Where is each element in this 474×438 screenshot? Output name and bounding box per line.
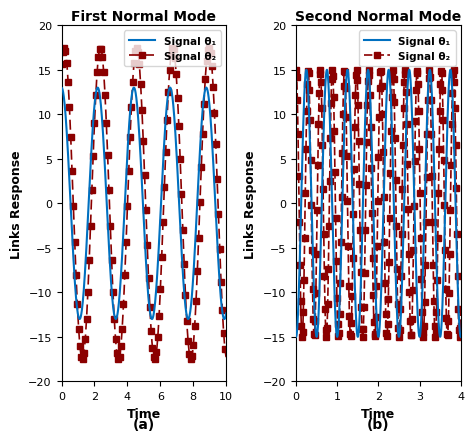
Signal θ₂ bbox=[191, 344, 196, 350]
X-axis label: Time: Time bbox=[127, 407, 161, 420]
Signal θ₁ bbox=[221, 317, 227, 322]
Legend: Signal θ₁, Signal θ₂: Signal θ₁, Signal θ₂ bbox=[359, 32, 456, 67]
Signal θ₁ bbox=[187, 311, 193, 317]
Signal θ₁ bbox=[125, 139, 131, 145]
Signal θ₂ bbox=[172, 55, 178, 60]
Line: Signal θ₁: Signal θ₁ bbox=[296, 71, 461, 337]
Line: Signal θ₂: Signal θ₂ bbox=[58, 45, 229, 362]
Signal θ₁ bbox=[59, 86, 64, 91]
Signal θ₂ bbox=[360, 335, 365, 340]
Signal θ₁ bbox=[365, 68, 371, 73]
Signal θ₂ bbox=[59, 63, 64, 68]
Y-axis label: Links Response: Links Response bbox=[10, 150, 23, 258]
Signal θ₁ bbox=[293, 335, 299, 340]
Signal θ₂ bbox=[458, 309, 464, 314]
Signal θ₁ bbox=[360, 213, 365, 219]
Signal θ₂ bbox=[126, 182, 131, 187]
Signal θ₁ bbox=[366, 71, 372, 76]
Signal θ₁ bbox=[223, 311, 229, 316]
Signal θ₂ bbox=[425, 114, 430, 119]
Signal θ₁ bbox=[458, 335, 464, 340]
Signal θ₁ bbox=[422, 204, 428, 209]
Text: (a): (a) bbox=[133, 417, 155, 431]
Signal θ₁ bbox=[190, 280, 196, 286]
Y-axis label: Links Response: Links Response bbox=[244, 150, 257, 258]
Signal θ₂ bbox=[422, 299, 428, 304]
Signal θ₂ bbox=[406, 281, 412, 286]
Signal θ₁ bbox=[131, 86, 137, 91]
Text: (b): (b) bbox=[367, 417, 390, 431]
Line: Signal θ₁: Signal θ₁ bbox=[62, 88, 226, 319]
Signal θ₁ bbox=[75, 314, 81, 319]
Signal θ₁ bbox=[172, 119, 177, 124]
Signal θ₂ bbox=[131, 59, 137, 64]
Line: Signal θ₂: Signal θ₂ bbox=[293, 67, 464, 340]
Signal θ₂ bbox=[223, 355, 229, 360]
Signal θ₂ bbox=[310, 303, 316, 308]
Signal θ₁ bbox=[406, 68, 412, 73]
Signal θ₂ bbox=[360, 334, 365, 339]
Legend: Signal θ₁, Signal θ₂: Signal θ₁, Signal θ₂ bbox=[124, 32, 221, 67]
Signal θ₂ bbox=[366, 68, 372, 73]
Signal θ₂ bbox=[98, 46, 103, 51]
Signal θ₂ bbox=[187, 355, 193, 360]
Signal θ₁ bbox=[310, 256, 316, 261]
Signal θ₂ bbox=[188, 357, 194, 362]
Signal θ₂ bbox=[75, 321, 81, 326]
Title: Second Normal Mode: Second Normal Mode bbox=[295, 10, 462, 24]
X-axis label: Time: Time bbox=[361, 407, 395, 420]
Signal θ₁ bbox=[425, 98, 430, 103]
Title: First Normal Mode: First Normal Mode bbox=[71, 10, 216, 24]
Signal θ₂ bbox=[293, 68, 299, 73]
